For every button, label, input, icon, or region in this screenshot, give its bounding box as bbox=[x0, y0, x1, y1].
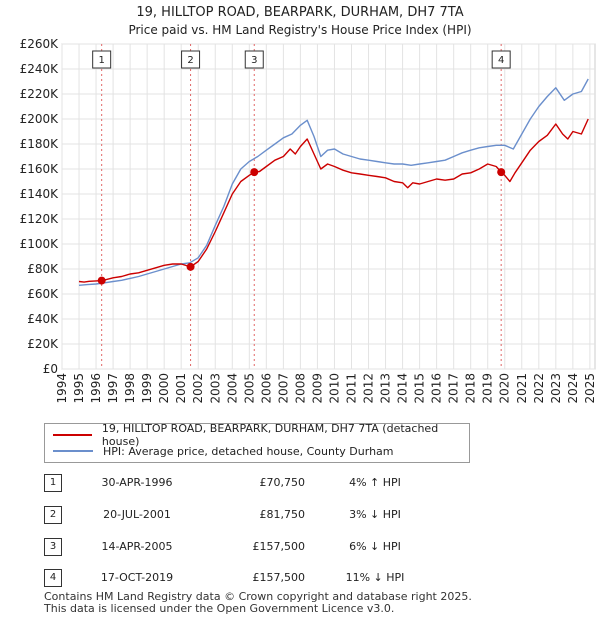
y-tick-label: £20K bbox=[27, 337, 59, 351]
x-tick-label: 2002 bbox=[191, 373, 205, 404]
x-tick-label: 1999 bbox=[140, 373, 154, 404]
x-tick-label: 2013 bbox=[379, 373, 393, 404]
x-tick-label: 2009 bbox=[310, 373, 324, 404]
x-tick-label: 2022 bbox=[532, 373, 546, 404]
sale-point bbox=[97, 276, 106, 285]
sale-marker-badge bbox=[92, 50, 112, 69]
x-tick-label: 2008 bbox=[293, 373, 307, 404]
sale-price: £157,500 bbox=[252, 571, 306, 584]
legend-swatch-hpi bbox=[53, 450, 93, 452]
x-tick-label: 2011 bbox=[344, 373, 358, 404]
sale-hpi-diff: 6% ↓ HPI bbox=[349, 540, 401, 553]
sale-marker-badge-label: 2 bbox=[187, 55, 193, 66]
sale-hpi-diff: 4% ↑ HPI bbox=[349, 476, 401, 489]
legend-item-hpi: HPI: Average price, detached house, Coun… bbox=[53, 443, 394, 459]
legend-label-property: 19, HILLTOP ROAD, BEARPARK, DURHAM, DH7 … bbox=[101, 422, 439, 448]
y-tick-label: £220K bbox=[20, 87, 60, 101]
sale-hpi-diff: 3% ↓ HPI bbox=[349, 508, 401, 521]
sale-marker-badge-label: 4 bbox=[498, 55, 504, 66]
x-tick-label: 2004 bbox=[225, 373, 239, 404]
sale-point bbox=[250, 168, 259, 177]
sale-row: 3 14-APR-2005 £157,500 6% ↓ HPI bbox=[40, 538, 460, 558]
x-tick-label: 2016 bbox=[430, 373, 444, 404]
x-tick-label: 2019 bbox=[481, 373, 495, 404]
x-tick-label: 2005 bbox=[242, 373, 256, 404]
legend-label-hpi: HPI: Average price, detached house, Coun… bbox=[103, 444, 394, 458]
plot-area bbox=[61, 43, 596, 370]
sale-number-badge: 4 bbox=[44, 569, 62, 587]
x-tick-label: 1996 bbox=[89, 373, 103, 404]
footer-line-licence: This data is licensed under the Open Gov… bbox=[44, 602, 395, 615]
y-tick-label: £260K bbox=[20, 37, 60, 51]
x-tick-label: 2017 bbox=[447, 373, 461, 404]
x-tick-label: 2010 bbox=[327, 373, 341, 404]
x-tick-label: 2018 bbox=[464, 373, 478, 404]
hpi-series-line bbox=[78, 78, 589, 286]
x-tick-label: 2000 bbox=[157, 373, 171, 404]
x-tick-label: 1995 bbox=[72, 373, 86, 404]
sale-date: 14-APR-2005 bbox=[101, 540, 173, 553]
legend-swatch-property bbox=[53, 434, 92, 436]
x-tick-label: 2006 bbox=[259, 373, 273, 404]
y-tick-label: £120K bbox=[20, 212, 60, 226]
y-tick-label: £160K bbox=[20, 162, 60, 176]
sale-marker-badge-label: 3 bbox=[251, 55, 257, 66]
x-tick-label: 2021 bbox=[515, 373, 529, 404]
y-tick-label: £140K bbox=[20, 187, 60, 201]
sale-price: £70,750 bbox=[259, 476, 306, 489]
sale-number-badge: 3 bbox=[44, 538, 62, 556]
sale-marker-badge-label: 1 bbox=[98, 55, 104, 66]
sale-date: 20-JUL-2001 bbox=[103, 508, 171, 521]
x-tick-label: 2025 bbox=[583, 373, 597, 404]
legend: 19, HILLTOP ROAD, BEARPARK, DURHAM, DH7 … bbox=[44, 422, 470, 463]
sale-hpi-diff: 11% ↓ HPI bbox=[345, 571, 405, 584]
y-tick-label: £180K bbox=[20, 137, 60, 151]
chart-title: 19, HILLTOP ROAD, BEARPARK, DURHAM, DH7 … bbox=[136, 5, 463, 20]
x-tick-label: 2015 bbox=[413, 373, 427, 404]
sale-number-badge: 1 bbox=[44, 474, 62, 492]
price-chart: 19, HILLTOP ROAD, BEARPARK, DURHAM, DH7 … bbox=[20, 5, 597, 404]
y-tick-label: £60K bbox=[27, 287, 59, 301]
x-tick-label: 1994 bbox=[55, 373, 69, 404]
y-tick-label: £0 bbox=[43, 362, 58, 376]
x-tick-label: 2014 bbox=[396, 373, 410, 404]
x-tick-label: 2012 bbox=[362, 373, 376, 404]
x-tick-label: 2024 bbox=[566, 373, 580, 404]
sale-row: 4 17-OCT-2019 £157,500 11% ↓ HPI bbox=[40, 569, 460, 589]
sale-row: 1 30-APR-1996 £70,750 4% ↑ HPI bbox=[40, 474, 460, 494]
sale-point bbox=[497, 168, 506, 177]
sale-row: 2 20-JUL-2001 £81,750 3% ↓ HPI bbox=[40, 506, 460, 526]
x-tick-label: 2020 bbox=[498, 373, 512, 404]
x-tick-label: 2023 bbox=[549, 373, 563, 404]
footer-line-copyright: Contains HM Land Registry data © Crown c… bbox=[44, 590, 472, 603]
sale-number-badge: 2 bbox=[44, 506, 62, 524]
y-tick-label: £200K bbox=[20, 112, 60, 126]
sale-price: £157,500 bbox=[252, 540, 306, 553]
sale-price: £81,750 bbox=[259, 508, 306, 521]
legend-item-property: 19, HILLTOP ROAD, BEARPARK, DURHAM, DH7 … bbox=[53, 422, 469, 448]
footer-attribution: Contains HM Land Registry data © Crown c… bbox=[44, 591, 472, 615]
property-series-line bbox=[78, 118, 589, 283]
x-tick-label: 2007 bbox=[276, 373, 290, 404]
x-tick-label: 1997 bbox=[106, 373, 120, 404]
y-tick-label: £80K bbox=[27, 262, 59, 276]
x-tick-label: 2001 bbox=[174, 373, 188, 404]
sale-date: 30-APR-1996 bbox=[101, 476, 173, 489]
chart-subtitle: Price paid vs. HM Land Registry's House … bbox=[128, 23, 471, 37]
x-tick-label: 2003 bbox=[208, 373, 222, 404]
y-tick-label: £40K bbox=[27, 312, 59, 326]
sale-marker-badge bbox=[181, 50, 201, 69]
sale-date: 17-OCT-2019 bbox=[100, 571, 174, 584]
y-tick-label: £240K bbox=[20, 62, 60, 76]
sale-marker-badge bbox=[491, 50, 511, 69]
sale-point bbox=[186, 262, 195, 271]
sale-marker-badge bbox=[244, 50, 264, 69]
x-tick-label: 1998 bbox=[123, 373, 137, 404]
y-tick-label: £100K bbox=[20, 237, 60, 251]
